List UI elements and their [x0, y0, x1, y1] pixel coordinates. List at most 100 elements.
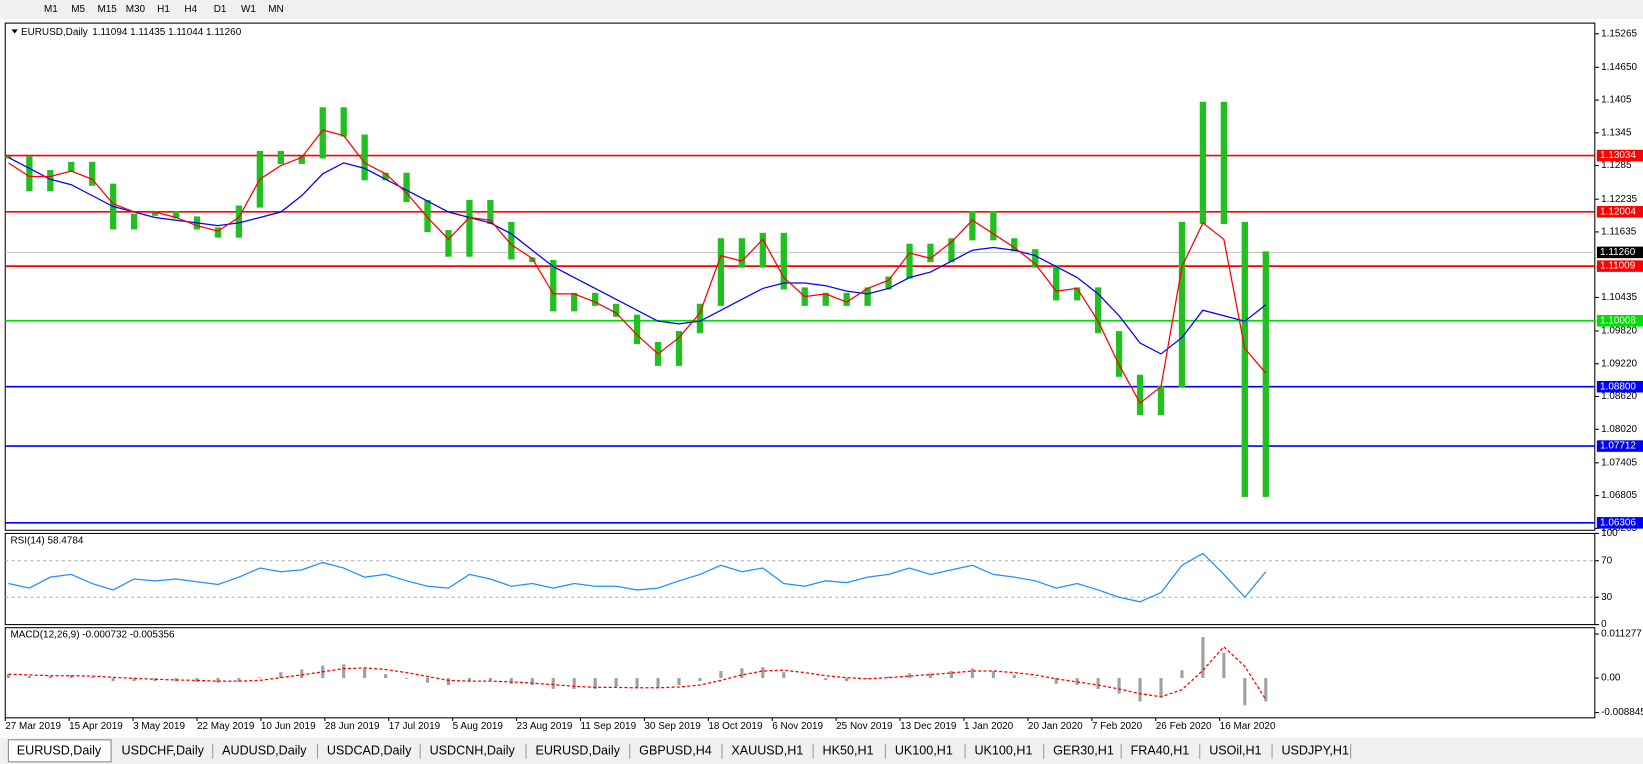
price-bar: [26, 156, 33, 192]
price-bar: [466, 200, 473, 257]
price-bar: [780, 232, 787, 290]
price-bar: [759, 232, 766, 268]
tab[interactable]: HK50,H1: [823, 744, 874, 758]
price-bar: [696, 303, 704, 334]
y-tick-label: 1.08620: [1601, 391, 1637, 402]
x-tick-label: 28 Jun 2019: [325, 721, 380, 732]
price-label: 1.11260: [1600, 247, 1636, 258]
price-label: 1.07712: [1600, 441, 1636, 452]
tab[interactable]: GBPUSD,H4: [639, 744, 712, 758]
price-label: 1.10008: [1600, 315, 1636, 326]
price-bar: [1053, 265, 1060, 301]
y-tick-label: 1.10435: [1601, 292, 1637, 303]
price-bar: [675, 331, 683, 366]
timeframe-button[interactable]: H4: [184, 4, 197, 15]
y-tick-label: 1.1405: [1601, 95, 1632, 106]
timeframe-button[interactable]: M1: [44, 4, 58, 15]
indicator-line: [8, 129, 1267, 405]
macd-bar: [363, 668, 367, 679]
macd-bar: [824, 678, 828, 680]
x-tick-label: 16 Mar 2020: [1220, 721, 1276, 732]
timeframe-button[interactable]: W1: [241, 4, 256, 15]
rsi-panel: [4, 532, 1596, 626]
toolbar: [0, 0, 1643, 19]
main-panel: [4, 22, 1596, 531]
tab[interactable]: UK100,H1: [895, 744, 953, 758]
tab[interactable]: EURUSD,Daily: [17, 744, 102, 758]
timeframe-button[interactable]: M30: [126, 4, 146, 15]
price-bar: [424, 200, 431, 233]
timeframe-button[interactable]: D1: [214, 4, 227, 15]
macd-bar: [69, 674, 73, 679]
macd-bar: [111, 678, 115, 682]
macd-bar: [572, 678, 576, 689]
y-tick-label: 0.00: [1601, 673, 1621, 684]
x-tick-label: 23 Aug 2019: [517, 721, 573, 732]
price-bar: [1094, 287, 1102, 334]
price-bar: [1199, 101, 1207, 224]
macd-title: MACD(12,26,9) -0.000732 -0.005356: [10, 630, 175, 641]
price-bar: [717, 238, 725, 306]
price-label-box: [1596, 260, 1643, 272]
tab[interactable]: USDCAD,Daily: [327, 744, 412, 758]
price-label-box: [1596, 517, 1643, 529]
y-tick-label: 0.011277: [1601, 629, 1642, 640]
tab[interactable]: USDJPY,H1: [1281, 744, 1349, 758]
macd-bar: [27, 676, 31, 679]
active-tab: [7, 739, 112, 763]
tab[interactable]: AUDUSD,Daily: [222, 744, 307, 758]
macd-bar: [845, 678, 849, 682]
tab[interactable]: UK100,H1: [974, 744, 1032, 758]
tab[interactable]: FRA40,H1: [1131, 744, 1190, 758]
price-bar: [864, 287, 871, 306]
price-label: 1.12004: [1600, 206, 1636, 217]
tab[interactable]: XAUUSD,H1: [731, 744, 803, 758]
tab[interactable]: GER30,H1: [1053, 744, 1114, 758]
macd-bar: [279, 672, 283, 679]
timeframe-button[interactable]: M15: [97, 4, 117, 15]
macd-bar: [384, 674, 388, 679]
y-tick-label: 1.14650: [1601, 62, 1637, 73]
price-label-box: [1596, 314, 1643, 327]
y-tick-label: 1.15265: [1601, 28, 1637, 39]
x-tick-label: 30 Sep 2019: [644, 721, 701, 732]
tab[interactable]: USDCNH,Daily: [430, 744, 516, 758]
tab[interactable]: USDCHF,Daily: [122, 744, 205, 758]
x-tick-label: 10 Jun 2019: [261, 721, 316, 732]
y-tick-label: 0: [1601, 619, 1607, 630]
price-bar: [151, 210, 159, 216]
x-tick-label: 27 Mar 2019: [5, 721, 61, 732]
price-label: 1.08800: [1600, 381, 1636, 392]
macd-bar: [928, 673, 933, 679]
price-bar: [529, 257, 536, 263]
macd-bar: [48, 676, 52, 679]
macd-bar: [1159, 678, 1163, 698]
macd-bar: [677, 678, 681, 686]
timeframe-button[interactable]: M5: [71, 4, 85, 15]
price-bar: [1220, 101, 1228, 224]
x-tick-label: 7 Feb 2020: [1092, 721, 1143, 732]
price-bar: [948, 238, 955, 263]
y-tick-label: 100: [1601, 528, 1618, 539]
macd-bar: [530, 678, 534, 686]
macd-bar: [782, 672, 786, 679]
x-tick-label: 18 Oct 2019: [708, 721, 763, 732]
y-tick-label: 1.11635: [1601, 227, 1637, 238]
macd-bar: [991, 671, 995, 679]
macd-bar: [1054, 678, 1058, 684]
macd-bar: [300, 669, 304, 679]
y-tick-label: 1.12235: [1601, 194, 1637, 205]
chart-title: EURUSD,Daily: [21, 27, 88, 38]
tab[interactable]: USOil,H1: [1209, 744, 1261, 758]
macd-bar: [761, 667, 765, 679]
macd-bar: [404, 678, 409, 679]
macd-bar: [949, 671, 954, 679]
timeframe-button[interactable]: MN: [268, 4, 283, 15]
macd-bar: [614, 678, 618, 687]
price-bar: [633, 314, 641, 345]
timeframe-button[interactable]: H1: [157, 4, 170, 15]
tab[interactable]: EURUSD,Daily: [535, 744, 620, 758]
price-label-box: [1596, 206, 1643, 218]
macd-bar: [1180, 670, 1184, 679]
